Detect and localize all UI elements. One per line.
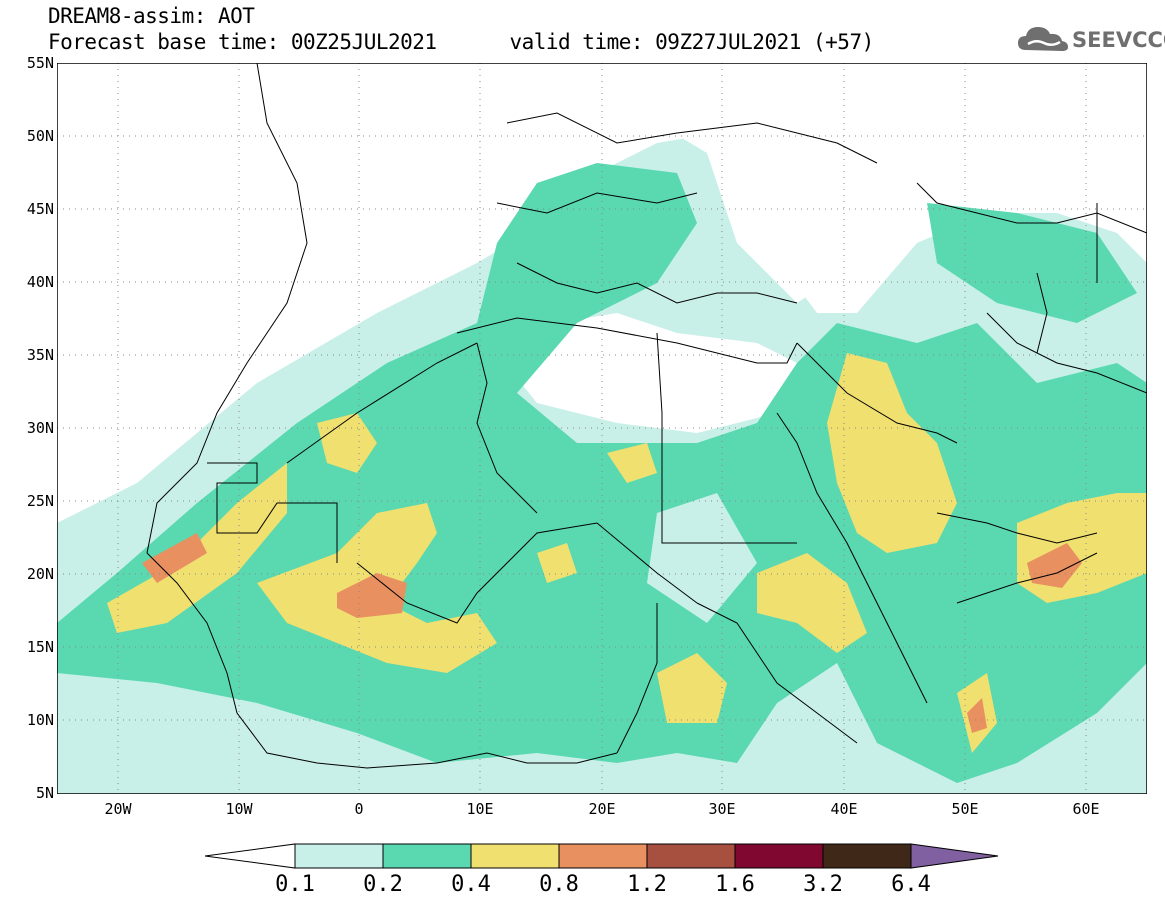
cloud-icon (1018, 27, 1068, 51)
chart-subtitle: Forecast base time: 00Z25JUL2021 valid t… (48, 30, 874, 54)
legend-under-arrow (205, 843, 296, 869)
legend-label: 3.2 (803, 872, 843, 897)
legend-label: 6.4 (891, 872, 931, 897)
lat-label: 15N (26, 638, 54, 656)
legend-swatch (822, 843, 912, 869)
lon-label: 20E (588, 800, 616, 818)
lat-label: 20N (26, 565, 54, 583)
logo-text: SEEVCCC (1072, 28, 1165, 52)
lat-label: 40N (26, 273, 54, 291)
legend-label: 0.1 (275, 872, 315, 897)
legend-label: 0.4 (451, 872, 491, 897)
valid-time: valid time: 09Z27JUL2021 (+57) (509, 30, 874, 54)
lat-label: 50N (26, 127, 54, 145)
legend-label: 1.2 (627, 872, 667, 897)
lon-label: 10W (225, 800, 253, 818)
lon-label: 0 (354, 800, 364, 818)
lat-label: 10N (26, 711, 54, 729)
legend-swatch (558, 843, 648, 869)
lon-label: 20W (104, 800, 132, 818)
legend-label: 0.2 (363, 872, 403, 897)
aot-fields (57, 63, 1147, 794)
country-borders (146, 63, 1147, 769)
lat-label: 5N (35, 784, 54, 802)
legend-swatch (646, 843, 736, 869)
chart-title: DREAM8-assim: AOT (48, 4, 255, 28)
lon-label: 40E (830, 800, 858, 818)
base-time: Forecast base time: 00Z25JUL2021 (48, 30, 437, 54)
legend-swatch (470, 843, 560, 869)
lon-label: 30E (708, 800, 736, 818)
legend-swatch (734, 843, 824, 869)
seevccc-logo: SEEVCCC (1016, 20, 1165, 58)
color-legend (205, 843, 999, 869)
legend-swatch (382, 843, 472, 869)
legend-label: 1.6 (715, 872, 755, 897)
aot-map (57, 63, 1147, 794)
lat-label: 35N (26, 346, 54, 364)
lon-label: 10E (466, 800, 494, 818)
lat-label: 25N (26, 492, 54, 510)
lat-label: 55N (26, 54, 54, 72)
legend-over-arrow (910, 843, 999, 869)
aot-level-0.8 (142, 533, 207, 583)
lat-label: 45N (26, 200, 54, 218)
lat-label: 30N (26, 419, 54, 437)
legend-label: 0.8 (539, 872, 579, 897)
legend-swatch (294, 843, 384, 869)
lon-label: 50E (951, 800, 979, 818)
lon-label: 60E (1072, 800, 1100, 818)
